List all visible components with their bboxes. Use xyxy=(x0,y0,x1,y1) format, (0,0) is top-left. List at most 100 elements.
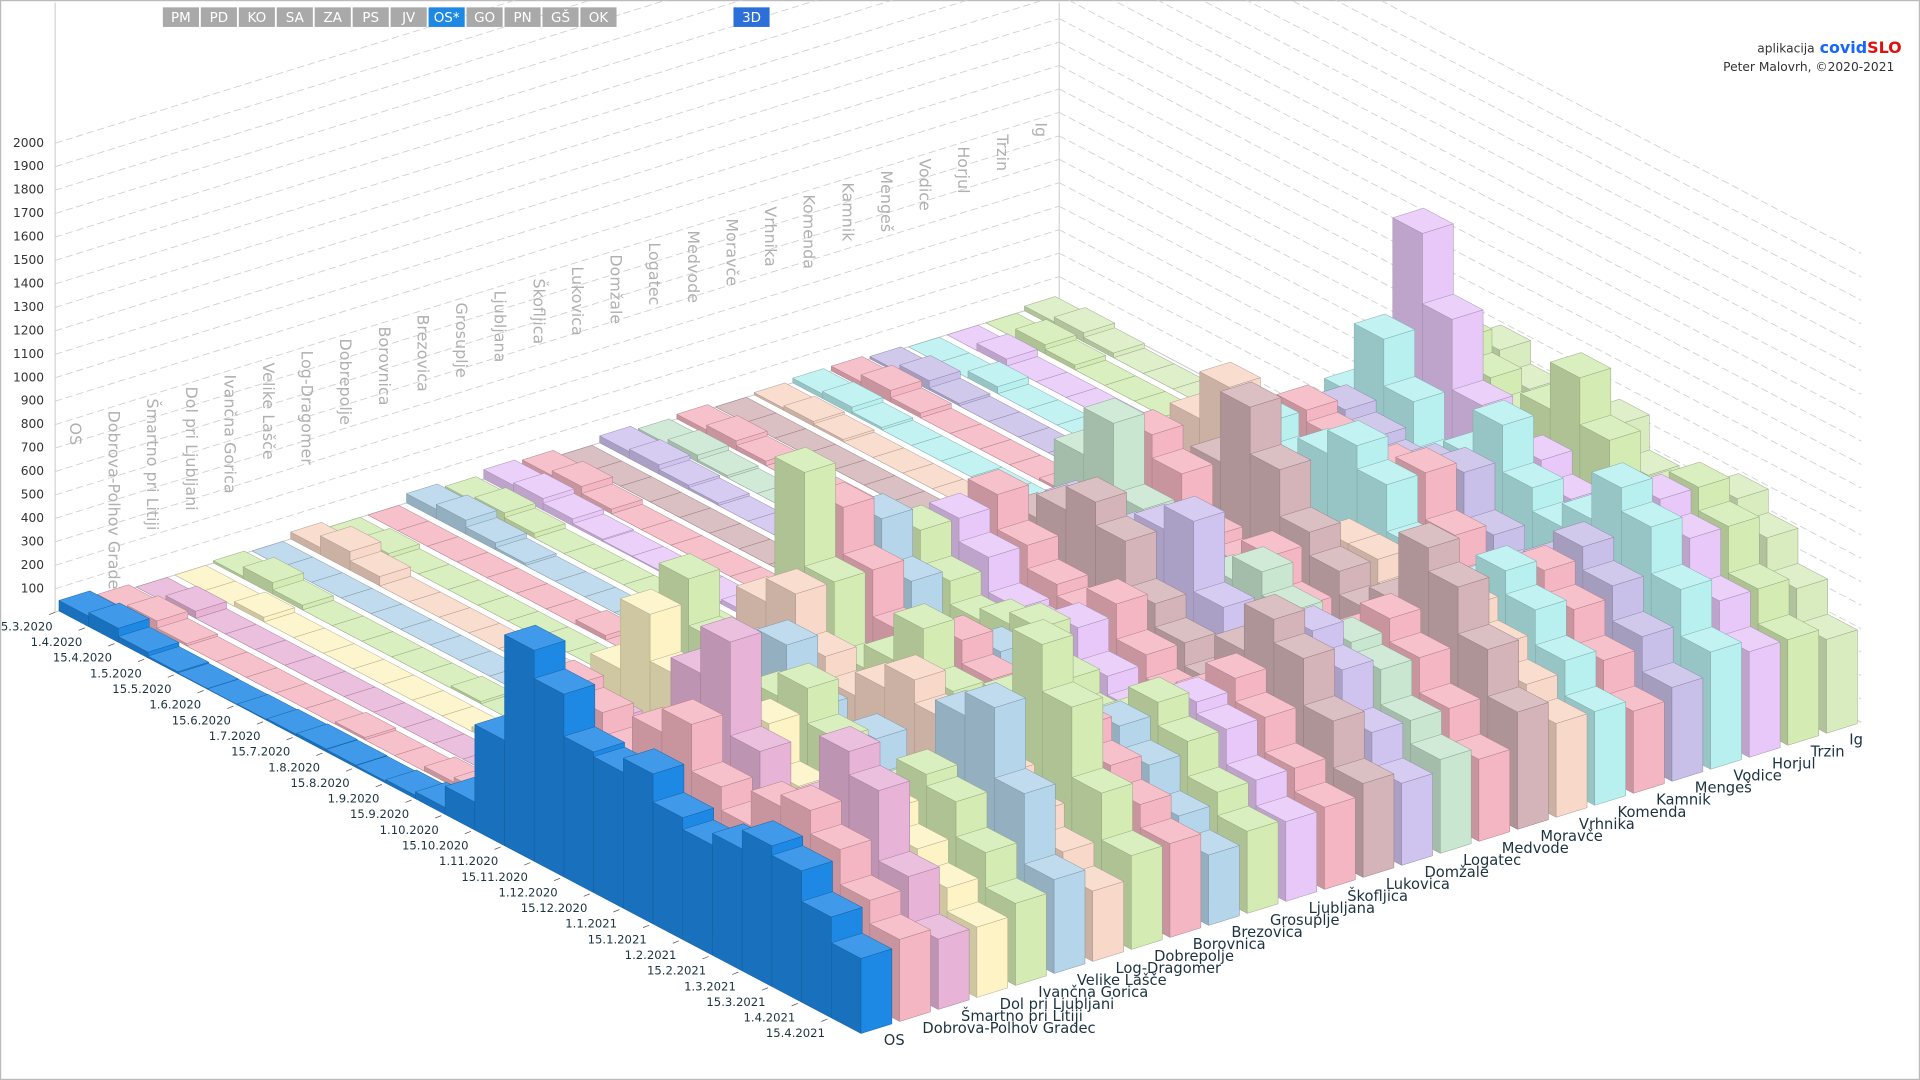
button-bg xyxy=(466,7,503,27)
bar-top xyxy=(465,517,528,544)
grid-line xyxy=(54,18,1060,332)
bar-top xyxy=(842,544,905,571)
x-tick xyxy=(761,987,769,991)
bar-top xyxy=(812,413,875,440)
wall-series-name: Vrhnika xyxy=(761,206,780,266)
bar-top xyxy=(1579,414,1642,441)
toolbar-button[interactable]: KO xyxy=(238,7,275,27)
bar-top xyxy=(1591,462,1654,489)
bar-top xyxy=(777,662,840,689)
bar-top xyxy=(1487,686,1550,713)
bar-side xyxy=(801,900,832,1019)
bar-top xyxy=(688,477,750,504)
toolbar-button[interactable]: PD xyxy=(200,7,237,27)
toolbar-button[interactable]: OS* xyxy=(428,7,465,27)
button-label: OK xyxy=(589,11,610,26)
bar-top xyxy=(928,492,991,519)
bar-top xyxy=(1249,444,1312,470)
button-label: JV xyxy=(401,11,416,26)
bar-top xyxy=(1359,593,1422,619)
y-tick-label: 300 xyxy=(21,534,44,548)
bar-top xyxy=(165,585,228,612)
bar-top xyxy=(242,557,305,583)
x-tick-label: 1.5.2020 xyxy=(90,666,142,680)
brand-b: SLO xyxy=(1867,37,1902,56)
grid-line xyxy=(54,111,1060,426)
bar-front xyxy=(976,917,1009,998)
x-tick xyxy=(108,643,115,647)
wall-series-name: Vodice xyxy=(916,158,935,210)
toolbar-button[interactable]: GŠ xyxy=(542,7,579,27)
bar xyxy=(117,626,180,659)
series-label: Dobrova-Polhov Gradec xyxy=(922,1020,1095,1037)
grid-line xyxy=(1334,0,1862,278)
bar-side xyxy=(652,801,684,941)
bar-top xyxy=(780,784,843,811)
bar-side xyxy=(593,756,624,909)
x-tick-label: 15.7.2020 xyxy=(231,745,290,759)
bar-top xyxy=(1023,854,1086,880)
bar xyxy=(928,377,991,407)
wall-series-name: Škofljica xyxy=(529,278,548,344)
bar-top xyxy=(1083,397,1146,424)
x-tick-label: 15.3.2021 xyxy=(706,995,765,1009)
bar-top xyxy=(774,446,837,473)
x-tick xyxy=(48,611,56,616)
toolbar-button[interactable]: PM xyxy=(162,7,199,27)
toolbar-button[interactable]: OK xyxy=(580,7,617,27)
bar xyxy=(165,585,228,619)
bar-front xyxy=(1053,869,1086,974)
bar-side xyxy=(682,829,713,956)
bar-top xyxy=(1086,578,1149,605)
bar-top xyxy=(551,460,614,487)
bar-front xyxy=(1710,642,1742,770)
y-tick-label: 200 xyxy=(21,558,44,572)
bar xyxy=(495,537,557,566)
grid-line xyxy=(54,41,1060,355)
x-tick-label: 1.7.2020 xyxy=(209,729,261,743)
bar xyxy=(233,591,296,623)
toolbar-button[interactable]: SA xyxy=(276,7,313,27)
bar-side xyxy=(504,634,535,862)
bar-top xyxy=(1549,352,1612,379)
bar-top xyxy=(581,483,644,510)
bar-top xyxy=(1505,584,1567,611)
grid-line xyxy=(54,135,1060,449)
bar-top xyxy=(851,401,914,428)
toolbar-button[interactable]: PN xyxy=(504,7,541,27)
view-button[interactable]: 3D xyxy=(733,7,770,27)
bar-front xyxy=(899,929,931,1022)
toolbar-button[interactable]: JV xyxy=(390,7,427,27)
toolbar-button[interactable]: ZA xyxy=(314,7,351,27)
x-tick xyxy=(197,690,204,694)
bar-front xyxy=(1440,749,1472,854)
bar xyxy=(88,602,150,643)
bar-top xyxy=(1095,515,1157,542)
x-tick xyxy=(583,893,590,897)
bar-top xyxy=(1026,558,1089,585)
bar-front xyxy=(1092,881,1124,962)
x-tick xyxy=(732,971,739,975)
button-label: PD xyxy=(210,11,228,26)
series-label: Horjul xyxy=(1772,756,1816,773)
bar-top xyxy=(474,487,537,514)
toolbar-button[interactable]: PS xyxy=(352,7,389,27)
bar-top xyxy=(955,827,1018,853)
bar-side xyxy=(712,832,743,972)
bar-top xyxy=(1757,614,1820,641)
bar xyxy=(272,579,335,611)
grid-line xyxy=(54,276,1060,590)
bar xyxy=(830,932,893,1034)
bar-top xyxy=(928,377,991,404)
x-tick-label: 1.3.2021 xyxy=(684,979,736,993)
grid-line xyxy=(54,182,1060,496)
bar-top xyxy=(1680,626,1743,653)
y-tick-label: 1700 xyxy=(13,206,44,220)
x-tick-label: 15.4.2020 xyxy=(53,651,112,665)
grid-line xyxy=(1290,0,1862,301)
bar-side xyxy=(741,829,773,987)
bar-top xyxy=(1451,379,1514,406)
toolbar-button[interactable]: GO xyxy=(466,7,503,27)
wall-series-name: Dobrepolje xyxy=(336,339,355,426)
wall-series-name: Logatec xyxy=(645,242,664,305)
